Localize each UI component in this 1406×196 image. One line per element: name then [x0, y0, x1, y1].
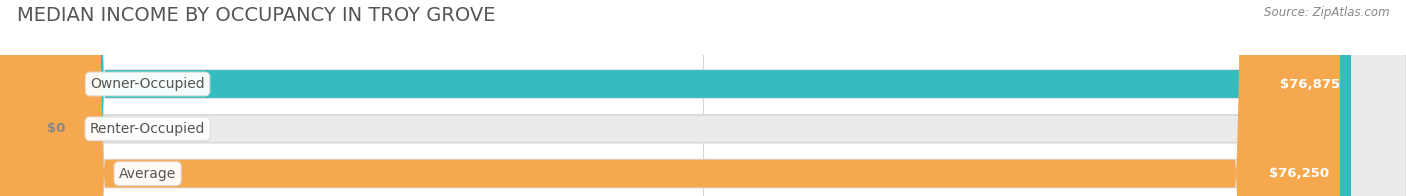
FancyBboxPatch shape [0, 0, 1340, 196]
Text: Owner-Occupied: Owner-Occupied [90, 77, 205, 91]
FancyBboxPatch shape [0, 0, 39, 196]
Text: Source: ZipAtlas.com: Source: ZipAtlas.com [1264, 6, 1389, 19]
FancyBboxPatch shape [0, 0, 1351, 196]
Text: Renter-Occupied: Renter-Occupied [90, 122, 205, 136]
Text: Average: Average [120, 167, 176, 181]
Text: MEDIAN INCOME BY OCCUPANCY IN TROY GROVE: MEDIAN INCOME BY OCCUPANCY IN TROY GROVE [17, 6, 495, 25]
Text: $76,250: $76,250 [1268, 167, 1329, 180]
Text: $76,875: $76,875 [1279, 77, 1340, 91]
Text: $0: $0 [48, 122, 66, 135]
